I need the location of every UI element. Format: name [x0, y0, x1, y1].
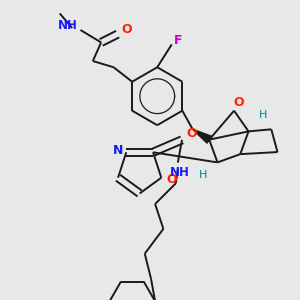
Text: F: F — [174, 34, 182, 47]
Text: O: O — [186, 127, 196, 140]
Text: H: H — [199, 170, 207, 180]
Polygon shape — [193, 129, 211, 143]
Text: N: N — [113, 144, 123, 157]
Text: O: O — [166, 173, 177, 186]
Text: O: O — [233, 96, 244, 109]
Text: H: H — [259, 110, 267, 120]
Text: NH: NH — [170, 167, 190, 179]
Text: O: O — [122, 23, 132, 37]
Text: NH: NH — [58, 20, 78, 32]
